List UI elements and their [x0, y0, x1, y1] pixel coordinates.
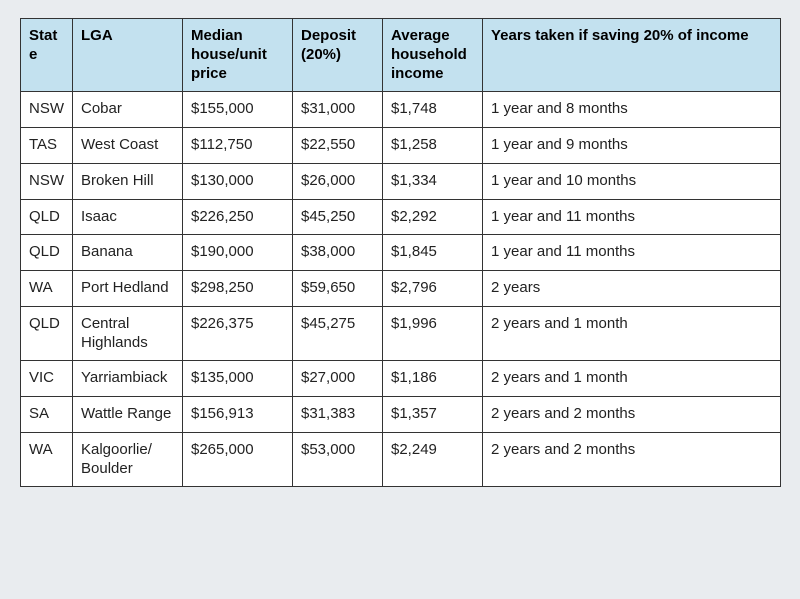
cell-lga: Isaac	[73, 199, 183, 235]
table-row: NSWCobar$155,000$31,000$1,7481 year and …	[21, 92, 781, 128]
col-header-years: Years taken if saving 20% of income	[483, 19, 781, 92]
cell-state: NSW	[21, 92, 73, 128]
cell-years: 2 years and 1 month	[483, 306, 781, 361]
cell-deposit: $27,000	[293, 361, 383, 397]
cell-price: $112,750	[183, 128, 293, 164]
cell-state: SA	[21, 397, 73, 433]
cell-price: $130,000	[183, 163, 293, 199]
cell-income: $2,292	[383, 199, 483, 235]
table-row: TASWest Coast$112,750$22,550$1,2581 year…	[21, 128, 781, 164]
cell-income: $1,996	[383, 306, 483, 361]
col-header-lga: LGA	[73, 19, 183, 92]
cell-income: $1,357	[383, 397, 483, 433]
cell-income: $2,249	[383, 432, 483, 487]
cell-years: 1 year and 11 months	[483, 235, 781, 271]
col-header-state: State	[21, 19, 73, 92]
cell-lga: Banana	[73, 235, 183, 271]
cell-years: 1 year and 9 months	[483, 128, 781, 164]
cell-state: WA	[21, 271, 73, 307]
cell-state: WA	[21, 432, 73, 487]
table-row: SAWattle Range$156,913$31,383$1,3572 yea…	[21, 397, 781, 433]
cell-years: 1 year and 11 months	[483, 199, 781, 235]
cell-years: 1 year and 10 months	[483, 163, 781, 199]
cell-years: 2 years and 2 months	[483, 432, 781, 487]
table-row: QLDIsaac$226,250$45,250$2,2921 year and …	[21, 199, 781, 235]
cell-price: $155,000	[183, 92, 293, 128]
cell-state: TAS	[21, 128, 73, 164]
cell-lga: Cobar	[73, 92, 183, 128]
col-header-price: Median house/unit price	[183, 19, 293, 92]
cell-price: $265,000	[183, 432, 293, 487]
cell-lga: Port Hedland	[73, 271, 183, 307]
cell-deposit: $59,650	[293, 271, 383, 307]
table-row: QLDCentral Highlands$226,375$45,275$1,99…	[21, 306, 781, 361]
cell-state: QLD	[21, 306, 73, 361]
cell-years: 2 years and 1 month	[483, 361, 781, 397]
deposit-savings-table: State LGA Median house/unit price Deposi…	[20, 18, 781, 487]
col-header-deposit: Deposit (20%)	[293, 19, 383, 92]
cell-state: VIC	[21, 361, 73, 397]
cell-lga: Central Highlands	[73, 306, 183, 361]
cell-deposit: $45,250	[293, 199, 383, 235]
cell-price: $156,913	[183, 397, 293, 433]
cell-income: $1,258	[383, 128, 483, 164]
cell-income: $1,186	[383, 361, 483, 397]
table-header-row: State LGA Median house/unit price Deposi…	[21, 19, 781, 92]
table-body: NSWCobar$155,000$31,000$1,7481 year and …	[21, 92, 781, 487]
cell-income: $1,334	[383, 163, 483, 199]
cell-state: QLD	[21, 199, 73, 235]
cell-lga: West Coast	[73, 128, 183, 164]
cell-years: 1 year and 8 months	[483, 92, 781, 128]
cell-income: $1,845	[383, 235, 483, 271]
col-header-income: Average household income	[383, 19, 483, 92]
cell-state: QLD	[21, 235, 73, 271]
cell-deposit: $53,000	[293, 432, 383, 487]
cell-income: $2,796	[383, 271, 483, 307]
cell-lga: Kalgoorlie/ Boulder	[73, 432, 183, 487]
cell-years: 2 years	[483, 271, 781, 307]
cell-deposit: $38,000	[293, 235, 383, 271]
table-container: State LGA Median house/unit price Deposi…	[0, 0, 800, 505]
cell-price: $135,000	[183, 361, 293, 397]
cell-income: $1,748	[383, 92, 483, 128]
cell-price: $190,000	[183, 235, 293, 271]
table-row: WAKalgoorlie/ Boulder$265,000$53,000$2,2…	[21, 432, 781, 487]
table-row: NSWBroken Hill$130,000$26,000$1,3341 yea…	[21, 163, 781, 199]
cell-deposit: $45,275	[293, 306, 383, 361]
cell-deposit: $31,383	[293, 397, 383, 433]
table-row: QLDBanana$190,000$38,000$1,8451 year and…	[21, 235, 781, 271]
cell-lga: Yarriambiack	[73, 361, 183, 397]
cell-price: $226,375	[183, 306, 293, 361]
cell-deposit: $31,000	[293, 92, 383, 128]
cell-lga: Broken Hill	[73, 163, 183, 199]
table-row: WAPort Hedland$298,250$59,650$2,7962 yea…	[21, 271, 781, 307]
cell-price: $298,250	[183, 271, 293, 307]
cell-price: $226,250	[183, 199, 293, 235]
cell-lga: Wattle Range	[73, 397, 183, 433]
cell-state: NSW	[21, 163, 73, 199]
cell-deposit: $26,000	[293, 163, 383, 199]
cell-years: 2 years and 2 months	[483, 397, 781, 433]
cell-deposit: $22,550	[293, 128, 383, 164]
table-row: VICYarriambiack$135,000$27,000$1,1862 ye…	[21, 361, 781, 397]
